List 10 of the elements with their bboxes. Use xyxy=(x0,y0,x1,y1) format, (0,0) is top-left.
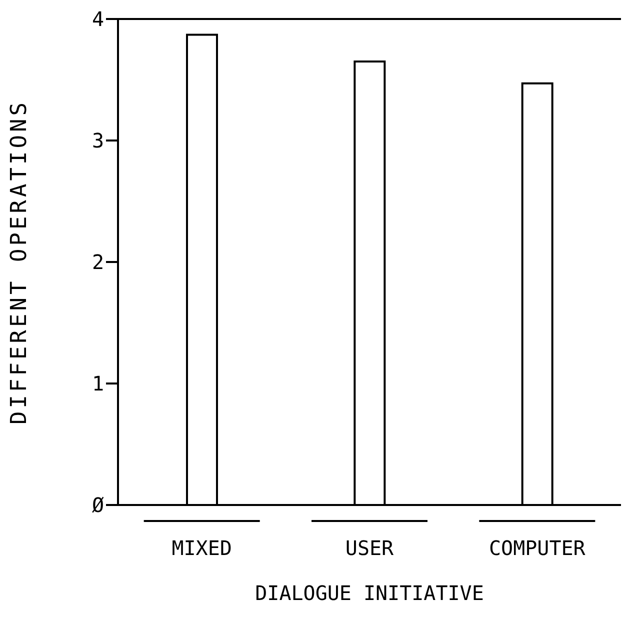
y-tick-label: 1 xyxy=(92,372,104,396)
y-tick-label: 2 xyxy=(92,250,104,274)
y-axis-title: DIFFERENT OPERATIONS xyxy=(6,100,32,424)
y-tick-label: 3 xyxy=(92,128,104,153)
y-tick-label: 4 xyxy=(92,7,104,32)
x-tick-label: USER xyxy=(345,536,395,560)
y-tick-label: Ø xyxy=(92,493,104,518)
x-tick-label: COMPUTER xyxy=(489,536,586,560)
x-axis-title: DIALOGUE INITIATIVE xyxy=(255,581,484,605)
x-tick-label: MIXED xyxy=(172,536,232,560)
